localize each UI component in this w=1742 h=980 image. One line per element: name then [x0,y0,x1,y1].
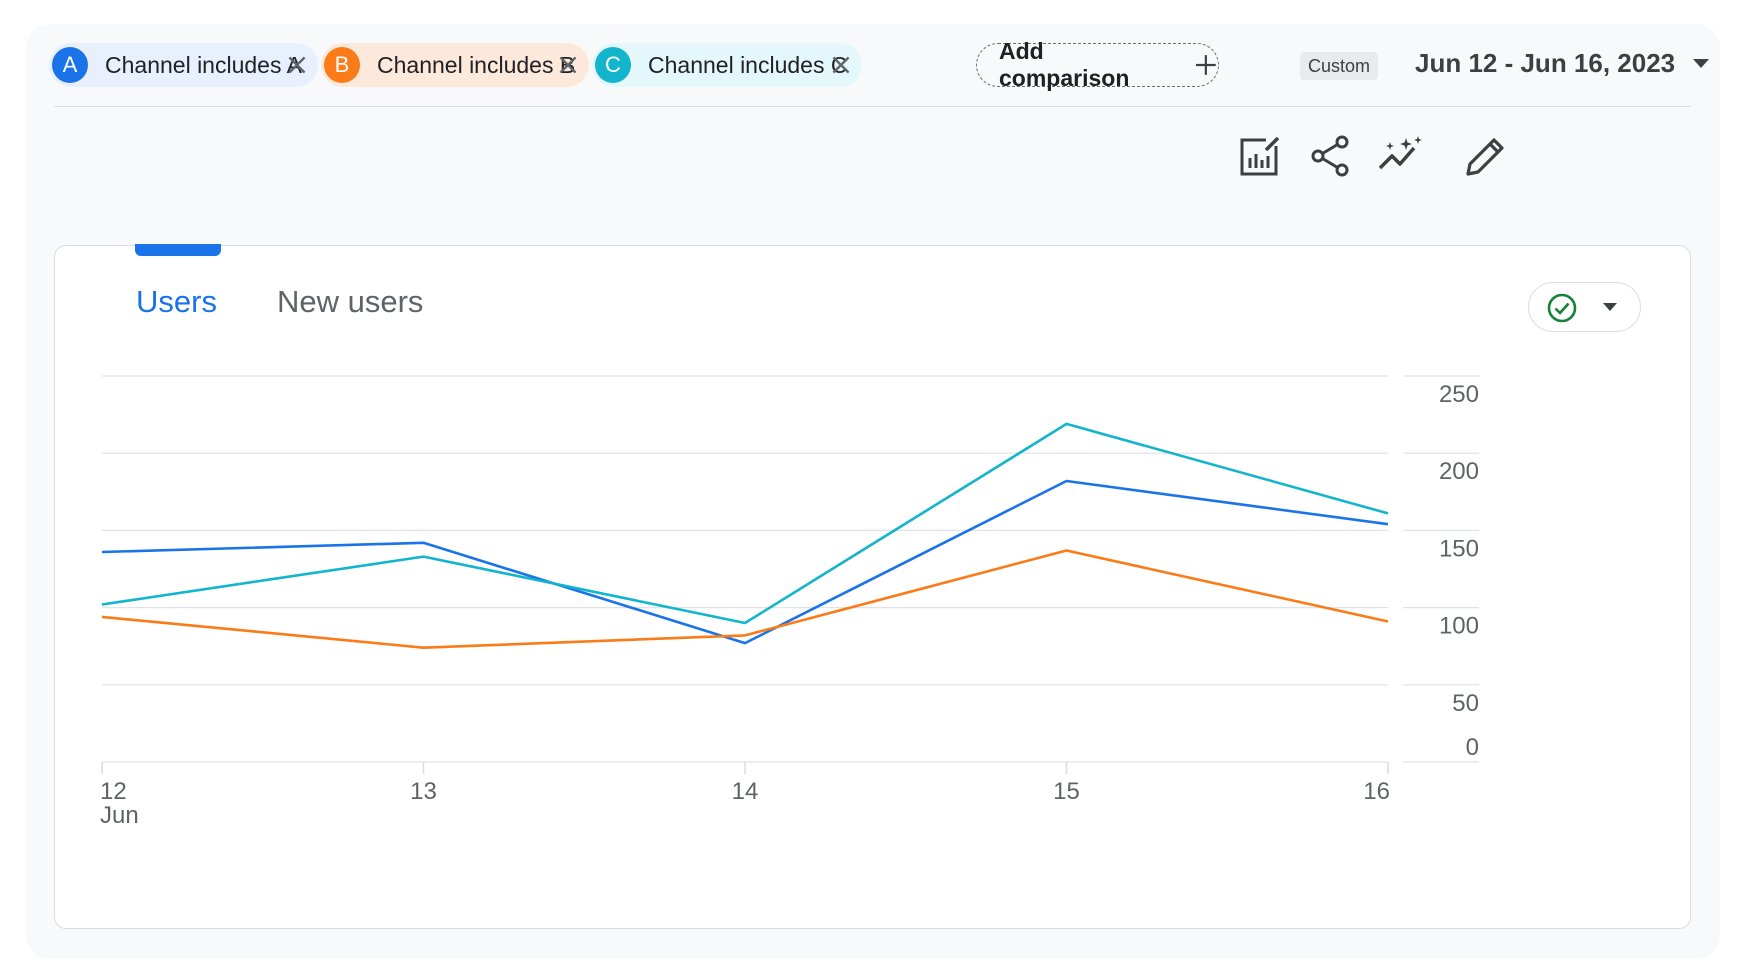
comparison-label-a: Channel includes A [105,51,302,78]
dropdown-arrow-icon [1693,58,1710,68]
comparison-chip-c[interactable]: C Channel includes C [592,43,862,87]
chart-status-dropdown[interactable] [1528,282,1641,332]
report-frame: A Channel includes A B Channel includes … [26,24,1720,959]
series-line[interactable] [101,479,1389,645]
customize-report-icon[interactable] [1236,132,1284,180]
x-tick-label: 15 [1053,778,1080,805]
check-circle-icon [1547,293,1577,323]
chart-card: Users New users 0 50 100 150 200 250 12 13 14 15… [54,244,1691,929]
close-icon[interactable] [828,52,854,78]
tab-new-users[interactable]: New users [277,284,424,319]
custom-date-badge: Custom [1300,52,1379,80]
active-tab-indicator [135,244,221,256]
x-tick-label: 16 [1363,778,1390,805]
x-tick-label: 14 [732,778,759,805]
add-comparison-label: Add comparison [999,38,1130,91]
y-tick-label: 150 [1439,535,1479,562]
close-icon[interactable] [284,52,310,78]
y-tick-label: 0 [1466,734,1479,761]
header-divider [54,106,1691,107]
users-line-chart: 0 50 100 150 200 250 12 13 14 15 16 Jun [100,375,1479,829]
comparison-chip-b[interactable]: B Channel includes B [321,43,589,87]
comparison-label-c: Channel includes C [648,51,848,78]
comparison-label-b: Channel includes B [377,51,576,78]
comparison-badge-c: C [595,47,631,83]
date-range-picker[interactable]: Jun 12 - Jun 16, 2023 [1415,48,1710,79]
y-tick-label: 100 [1439,613,1479,640]
series-line[interactable] [101,422,1389,625]
edit-icon[interactable] [1460,132,1508,180]
dropdown-arrow-icon [1603,303,1617,311]
y-tick-label: 50 [1452,690,1479,717]
x-tick-sublabel: Jun [100,802,139,829]
date-range-label: Jun 12 - Jun 16, 2023 [1415,48,1676,78]
tab-users[interactable]: Users [136,284,217,319]
close-icon[interactable] [555,52,581,78]
series-line[interactable] [101,549,1389,650]
y-tick-label: 200 [1439,458,1479,485]
x-tick-label: 13 [410,778,437,805]
comparison-chip-a[interactable]: A Channel includes A [49,43,318,87]
x-tick-label: 12 [100,778,127,805]
share-icon[interactable] [1306,132,1354,180]
add-comparison-button[interactable]: Add comparison [976,38,1219,91]
comparison-badge-a: A [52,47,88,83]
comparison-badge-b: B [324,47,360,83]
y-tick-label: 250 [1439,381,1479,408]
plus-icon [1196,55,1217,75]
insights-icon[interactable] [1376,132,1424,180]
